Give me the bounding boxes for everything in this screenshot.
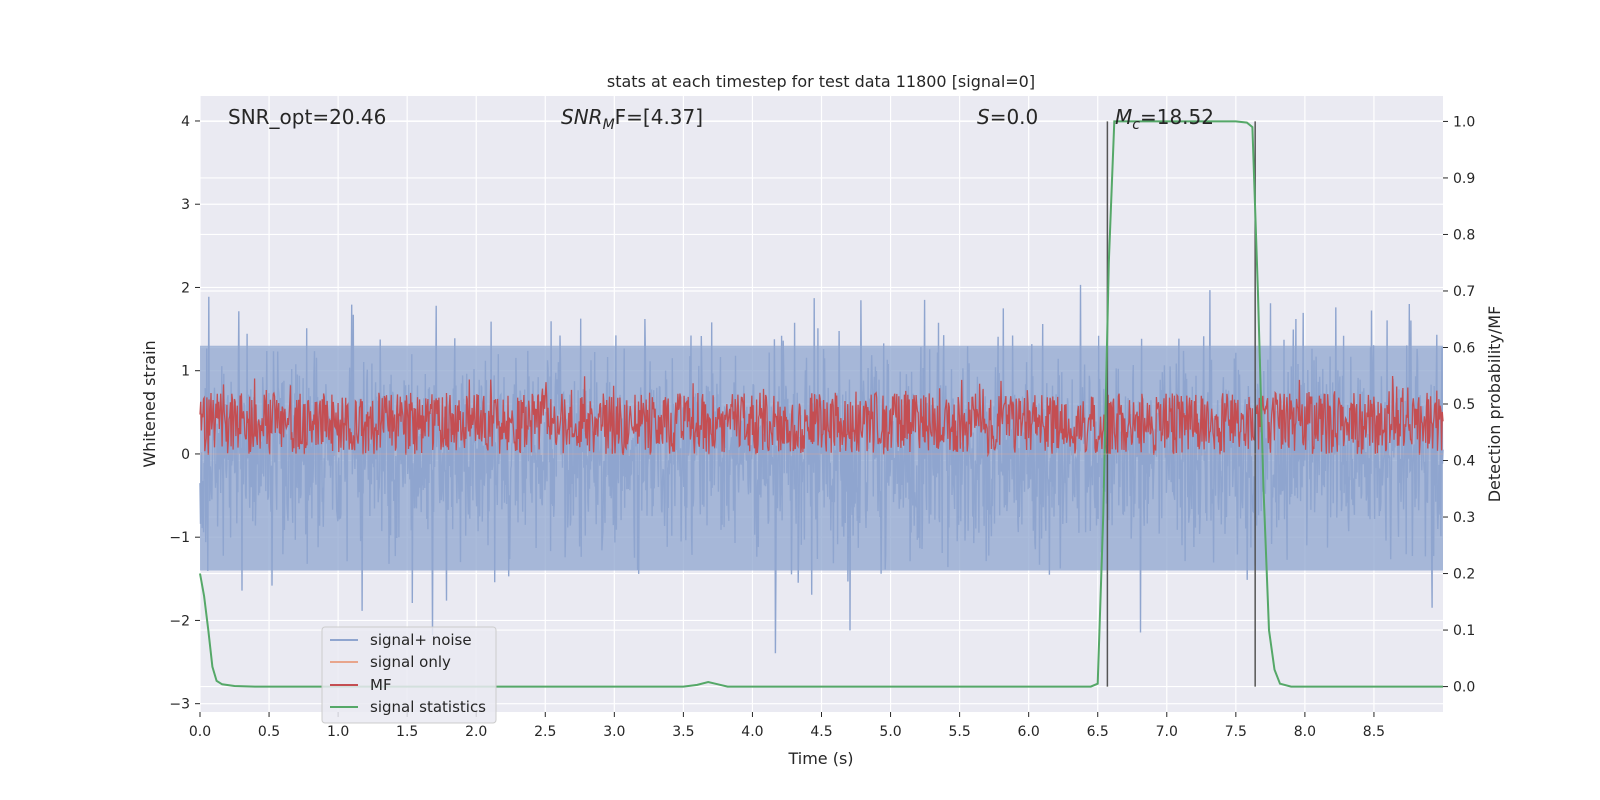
x-tick-label: 8.5 (1363, 724, 1385, 740)
y-right-tick-label: 0.5 (1453, 397, 1475, 413)
y-tick-label: 2 (181, 280, 190, 296)
x-axis-ticks: 0.0 0.5 1.0 1.5 2.0 2.5 3.0 3.5 4.0 4.5 5.0 5.5 6.0 6… (189, 712, 1385, 740)
annotation-s-main: S (977, 105, 990, 129)
y-right-tick-label: 0.3 (1453, 510, 1475, 526)
annotation-s: S=0.0 (977, 105, 1038, 129)
x-tick-label: 0.0 (189, 724, 211, 740)
y-axis-ticks: 4 3 2 1 0 −1 −2 −3 (169, 114, 200, 713)
annotation-mc-main: M (1115, 105, 1132, 129)
y-axis-right-label: Detection probability/MF (1485, 306, 1504, 503)
y-right-tick-label: 1.0 (1453, 114, 1475, 130)
legend-label-signal-only: signal only (370, 653, 451, 671)
series-mf (199, 375, 1444, 458)
y-tick-label: 3 (181, 197, 190, 213)
x-tick-label: 5.0 (879, 724, 901, 740)
y-tick-label: −1 (169, 530, 190, 546)
x-tick-label: 3.0 (603, 724, 625, 740)
annotation-mc-sub: c (1132, 117, 1140, 133)
y-right-tick-label: 0.6 (1453, 340, 1475, 356)
x-tick-label: 1.0 (327, 724, 349, 740)
legend-label-signal-noise: signal+ noise (370, 631, 472, 649)
annotation-snr-mf-tail: F=[4.37] (615, 105, 703, 129)
y-tick-label: −2 (169, 613, 190, 629)
x-tick-label: 4.0 (741, 724, 763, 740)
y-tick-label: 0 (181, 447, 190, 463)
mf-line (199, 375, 1444, 458)
y-right-tick-label: 0.0 (1453, 680, 1475, 696)
signal-noise-band (200, 345, 1443, 571)
x-axis-label: Time (s) (787, 749, 853, 768)
y-right-tick-label: 0.8 (1453, 227, 1475, 243)
x-tick-label: 2.0 (465, 724, 487, 740)
x-tick-label: 1.5 (396, 724, 418, 740)
signal-statistics-line (199, 120, 1443, 688)
legend-label-signal-statistics: signal statistics (370, 698, 486, 716)
legend-label-mf: MF (370, 676, 392, 694)
y-tick-label: −3 (169, 697, 190, 713)
x-tick-label: 5.5 (948, 724, 970, 740)
y-right-tick-label: 0.7 (1453, 284, 1475, 300)
y-axis-right-ticks: 1.0 0.9 0.8 0.7 0.6 0.5 0.4 0.3 0.2 0.1 0.0 (1443, 114, 1475, 696)
x-tick-label: 2.5 (534, 724, 556, 740)
x-tick-label: 3.5 (672, 724, 694, 740)
x-tick-label: 6.5 (1087, 724, 1109, 740)
annotation-snr-mf-sub: M (603, 117, 615, 133)
x-tick-label: 6.0 (1018, 724, 1040, 740)
y-right-tick-label: 0.1 (1453, 623, 1475, 639)
y-axis-label: Whitened strain (140, 340, 159, 467)
annotation-snr-mf: SNRMF=[4.37] (561, 105, 703, 133)
x-tick-label: 0.5 (258, 724, 280, 740)
annotation-mc-tail: =18.52 (1140, 105, 1214, 129)
y-right-tick-label: 0.9 (1453, 171, 1475, 187)
series-signal-noise (199, 284, 1444, 654)
y-tick-label: 1 (181, 364, 190, 380)
chart-title: stats at each timestep for test data 118… (607, 72, 1035, 91)
x-tick-label: 7.0 (1156, 724, 1178, 740)
y-right-tick-label: 0.2 (1453, 567, 1475, 583)
annotation-mc: Mc=18.52 (1115, 105, 1214, 133)
x-tick-label: 7.5 (1225, 724, 1247, 740)
annotation-s-tail: =0.0 (990, 105, 1039, 129)
y-right-tick-label: 0.4 (1453, 454, 1475, 470)
annotation-snr-mf-main: SNR (561, 105, 603, 129)
y-tick-label: 4 (181, 114, 190, 130)
x-tick-label: 8.0 (1294, 724, 1316, 740)
annotation-snr-opt: SNR_opt=20.46 (228, 105, 386, 129)
legend: signal+ noise signal only MF signal stat… (321, 626, 497, 724)
series-signal-statistics (199, 120, 1443, 688)
legend-box (321, 626, 497, 724)
x-tick-label: 4.5 (810, 724, 832, 740)
